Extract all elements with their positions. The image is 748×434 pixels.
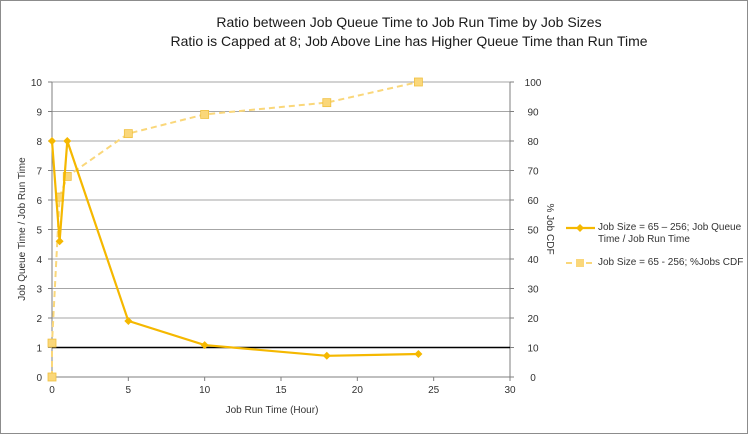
x-tick-label: 15 — [275, 385, 287, 396]
y-tick-label: 2 — [36, 314, 42, 325]
ratio-point — [322, 351, 331, 360]
y2-tick-label: 100 — [525, 78, 542, 89]
y2-tick-label: 80 — [527, 137, 539, 148]
x-tick-label: 20 — [352, 385, 364, 396]
cdf-point — [47, 372, 57, 382]
legend-marker-ratio — [576, 224, 584, 232]
x-tick-label: 25 — [428, 385, 440, 396]
y2-axis-label: % Job CDF — [544, 203, 555, 254]
y-tick-label: 9 — [36, 108, 42, 119]
x-tick-label: 0 — [49, 385, 55, 396]
chart-subtitle: Ratio is Capped at 8; Job Above Line has… — [170, 33, 648, 49]
y2-tick-label: 90 — [527, 108, 539, 119]
cdf-point — [200, 110, 210, 119]
y-tick-label: 1 — [36, 344, 42, 355]
ratio-point — [48, 137, 56, 145]
y2-tick-label: 70 — [527, 167, 539, 178]
y-axis-label: Job Queue Time / Job Run Time — [17, 157, 28, 301]
legend-label-cdf: Job Size = 65 - 256; %Jobs CDF — [598, 257, 744, 268]
x-tick-label: 5 — [126, 385, 132, 396]
ratio-series-line — [50, 140, 419, 357]
cdf-point — [413, 77, 423, 87]
ratio-point — [200, 341, 209, 350]
chart-title: Ratio between Job Queue Time to Job Run … — [216, 14, 602, 30]
y2-tick-label: 20 — [527, 314, 539, 325]
legend — [566, 224, 595, 267]
cdf-point — [47, 338, 57, 348]
legend-marker-cdf — [576, 259, 584, 267]
ratio-point — [55, 237, 64, 246]
ratio-point — [124, 316, 133, 325]
series — [47, 77, 510, 382]
y-tick-label: 5 — [36, 226, 42, 237]
y2-tick-label: 50 — [527, 226, 539, 237]
cdf-point — [62, 171, 72, 181]
y2-tick-label: 0 — [530, 373, 536, 384]
y-tick-label: 6 — [36, 196, 42, 207]
y2-tick-label: 60 — [527, 196, 539, 207]
cdf-point — [322, 98, 332, 108]
y-tick-label: 7 — [36, 167, 42, 178]
x-axis-label: Job Run Time (Hour) — [226, 405, 319, 416]
y-tick-label: 0 — [36, 373, 42, 384]
ratio-point — [414, 349, 423, 358]
y-tick-label: 3 — [36, 285, 42, 296]
y2-tick-label: 10 — [527, 344, 539, 355]
gridlines — [52, 81, 510, 348]
legend-label-ratio: Job Size = 65 – 256; Job Queue Time / Jo… — [598, 222, 742, 245]
x-tick-label: 30 — [504, 385, 516, 396]
cdf-point — [123, 129, 133, 139]
y-tick-label: 10 — [31, 78, 43, 89]
y-tick-label: 4 — [36, 255, 42, 266]
x-tick-label: 10 — [199, 385, 211, 396]
ratio-point — [63, 137, 72, 145]
y2-tick-label: 30 — [527, 285, 539, 296]
y-tick-label: 8 — [36, 137, 42, 148]
y2-tick-label: 40 — [527, 255, 539, 266]
